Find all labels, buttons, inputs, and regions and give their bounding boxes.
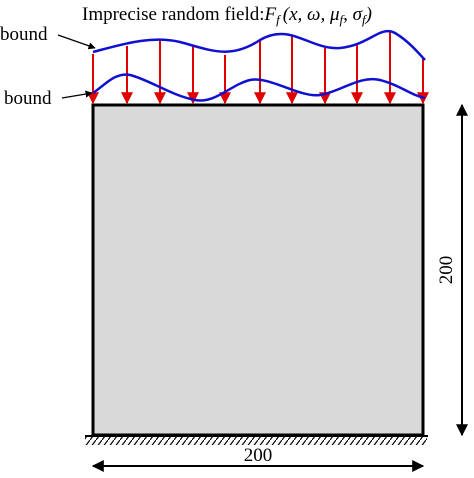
- leader: [57, 34, 96, 50]
- title: Imprecise random field:Ff (x, ω, μf, σf): [82, 4, 372, 27]
- lower-bound-curve: [92, 73, 426, 102]
- leader: [61, 90, 93, 99]
- formula-part: , σ: [343, 4, 363, 25]
- formula-part: F: [264, 4, 277, 25]
- formula-sub: f: [362, 12, 368, 27]
- formula-part: (x, ω, μ: [283, 4, 340, 25]
- upper-bound-curve: [92, 30, 426, 61]
- title-text: Imprecise random field:: [82, 4, 265, 25]
- domain: [91, 103, 425, 437]
- formula-part: ): [365, 4, 372, 25]
- width-dimension: 200: [244, 445, 273, 466]
- ground-hatch: [85, 437, 427, 445]
- lower-bound-label: bound: [4, 88, 52, 109]
- formula-sub: f: [276, 12, 282, 27]
- upper-bound-label: bound: [0, 24, 48, 45]
- height-dimension: 200: [436, 256, 457, 285]
- load-arrows: [87, 32, 429, 105]
- formula-sub: f: [340, 12, 346, 27]
